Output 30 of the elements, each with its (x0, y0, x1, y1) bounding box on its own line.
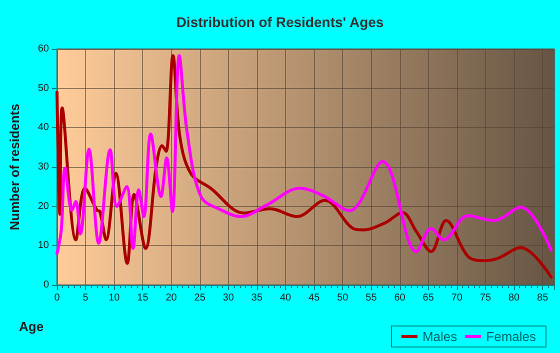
x-tick-label: 70 (451, 292, 463, 304)
x-tick-label: 10 (108, 292, 120, 304)
x-tick-label: 30 (222, 292, 234, 304)
x-tick-label: 60 (394, 292, 406, 304)
legend-label: Females (486, 329, 536, 344)
y-tick-label: 10 (38, 240, 50, 252)
x-tick-label: 85 (537, 292, 549, 304)
y-tick-label: 60 (38, 44, 50, 54)
x-tick-label: 25 (194, 292, 206, 304)
legend-label: Males (422, 329, 458, 344)
x-tick-label: 5 (82, 292, 89, 304)
chart-title: Distribution of Residents' Ages (176, 14, 384, 30)
y-tick-label: 0 (43, 280, 50, 290)
x-axis-title: Age (19, 319, 44, 334)
y-tick-label: 30 (38, 162, 50, 172)
y-tick-label: 20 (38, 200, 50, 212)
x-tick-label: 15 (137, 292, 149, 304)
y-axis-title: Number of residents (7, 104, 22, 230)
x-tick-label: 35 (251, 292, 263, 304)
x-tick-label: 45 (308, 292, 320, 304)
y-tick-label: 40 (38, 122, 50, 134)
x-tick-label: 55 (366, 292, 378, 304)
x-tick-label: 80 (508, 292, 520, 304)
x-tick-label: 20 (166, 292, 178, 304)
x-tick-label: 50 (337, 292, 349, 304)
y-tick-label: 50 (38, 82, 50, 94)
x-tick-label: 0 (54, 292, 60, 304)
x-tick-label: 75 (480, 292, 492, 304)
x-tick-label: 65 (422, 292, 434, 304)
x-tick-label: 40 (280, 292, 292, 304)
